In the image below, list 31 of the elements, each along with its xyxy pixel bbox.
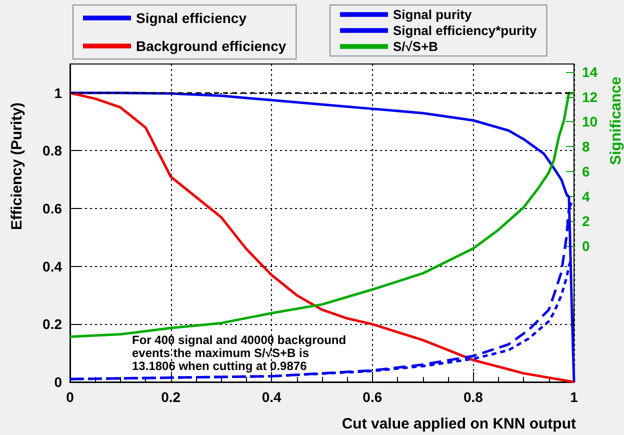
annotation: events the maximum S/√S+B is [132, 346, 310, 360]
x-tick-label: 0.2 [161, 389, 181, 405]
x-tick-label: 1 [570, 389, 578, 405]
x-tick-label: 0 [66, 389, 74, 405]
x-tick-label: 0.6 [362, 389, 382, 405]
legend-label: Signal efficiency*purity [393, 23, 538, 38]
y2-tick-label: 8 [582, 138, 590, 155]
y-tick-label: 0.2 [42, 316, 62, 332]
y2-tick-label: 0 [582, 238, 590, 254]
annotation: 13.1806 when cutting at 0.9876 [132, 359, 308, 373]
y2-tick-label: 14 [582, 64, 598, 80]
legend-label: Signal efficiency [136, 10, 247, 26]
x-axis-title: Cut value applied on KNN output [342, 416, 576, 432]
legend-label: S/√S+B [393, 39, 438, 54]
y2-tick-label: 4 [582, 188, 590, 204]
y-tick-label: 1 [54, 84, 62, 101]
legend-label: Signal purity [393, 7, 472, 22]
y-tick-label: 0.4 [42, 258, 62, 274]
y-tick-label: 0 [54, 374, 62, 390]
y2-tick-label: 6 [582, 163, 590, 180]
y2-tick-label: 10 [582, 114, 598, 130]
y2-axis-title: Significance [608, 76, 624, 165]
y2-tick-label: 12 [582, 88, 598, 105]
annotation: For 400 signal and 40000 background [132, 333, 346, 347]
y2-tick-label: 2 [582, 213, 590, 230]
legend-label: Background efficiency [136, 38, 286, 54]
y-axis-title: Efficiency (Purity) [8, 102, 26, 230]
x-tick-label: 0.8 [463, 389, 484, 405]
y-tick-label: 0.6 [42, 200, 62, 217]
y-tick-label: 0.8 [42, 142, 62, 159]
x-tick-label: 0.4 [262, 389, 282, 405]
